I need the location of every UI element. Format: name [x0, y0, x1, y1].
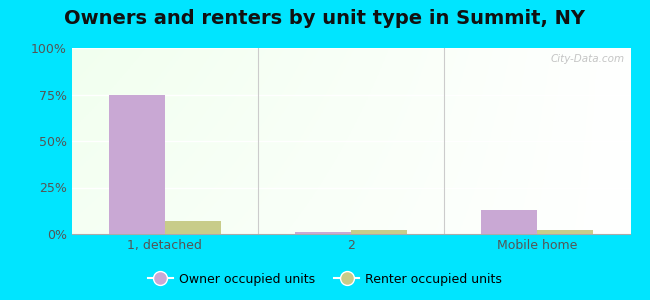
Text: City-Data.com: City-Data.com	[551, 54, 625, 64]
Bar	[109, 94, 164, 234]
Bar	[295, 232, 351, 234]
Bar	[351, 230, 407, 234]
Bar	[164, 221, 220, 234]
Bar	[538, 230, 593, 234]
Text: Owners and renters by unit type in Summit, NY: Owners and renters by unit type in Summi…	[64, 9, 586, 28]
Legend: Owner occupied units, Renter occupied units: Owner occupied units, Renter occupied un…	[143, 268, 507, 291]
Bar	[482, 210, 538, 234]
